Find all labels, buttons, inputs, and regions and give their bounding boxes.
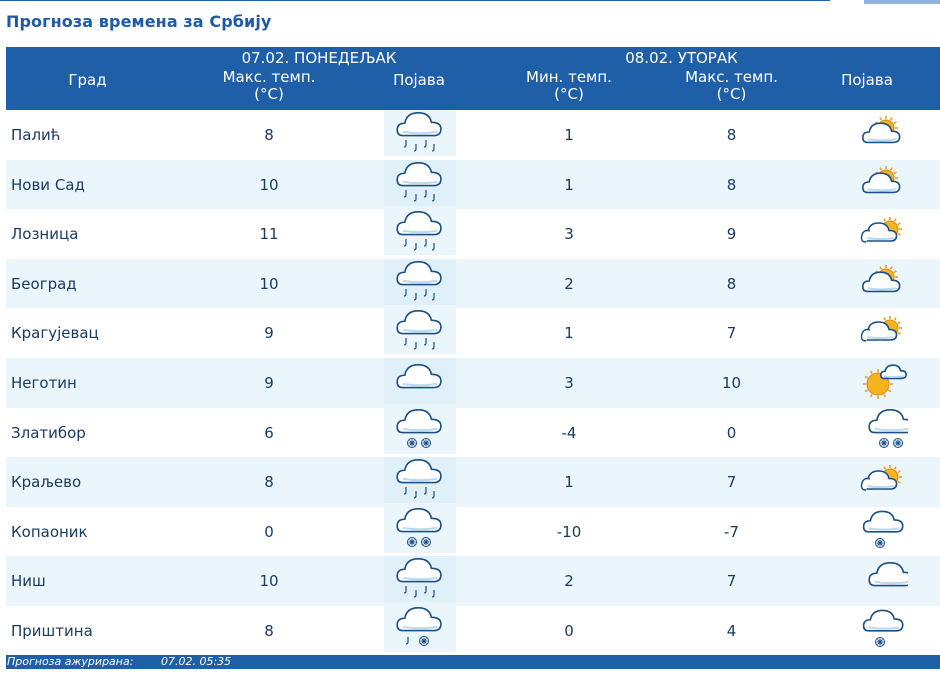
rain-cloud-icon [384,457,456,504]
max-temp-day2: 7 [726,572,737,591]
header-phenomenon-day1: Појава [393,71,445,89]
table-row: Нови Сад 10 1 8 [6,159,940,210]
mostly-sunny-icon [856,358,908,406]
max-temp-day2: 7 [726,324,737,343]
city-name: Златибор [11,423,86,442]
min-temp-day2: -10 [556,522,582,541]
rain-cloud-icon [384,258,456,305]
cloud-icon [384,357,456,404]
table-row: Лозница 11 3 9 [6,209,940,259]
max-temp-day1: 9 [264,373,274,392]
table-header: Град 07.02. ПОНЕДЕЉАК 08.02. УТОРАК Макс… [6,47,940,110]
table-row: Неготин 9 3 10 [6,357,940,408]
light-snow-cloud-icon [856,507,908,555]
min-temp-day2: 1 [564,473,574,492]
update-footer: Прогноза ажурирана: 07.02. 05:35 [6,655,940,669]
city-name: Палић [11,126,61,144]
forecast-table: Град 07.02. ПОНЕДЕЉАК 08.02. УТОРАК Макс… [6,47,940,656]
header-day1: 07.02. ПОНЕДЕЉАК [241,49,397,67]
city-name: Нови Сад [11,175,85,194]
table-row: Приштина 8 0 4 [6,605,940,656]
max-temp-day1: 0 [264,522,274,541]
max-temp-day1: 8 [264,126,274,144]
top-divider [0,0,830,1]
update-label: Прогноза ажурирана: [7,655,134,668]
max-temp-day1: 9 [264,324,274,343]
header-phenomenon-day2: Појава [841,71,893,89]
city-name: Копаоник [11,522,88,541]
page-title: Прогноза времена за Србију [6,12,272,31]
min-temp-day2: 1 [564,175,574,194]
min-temp-day2: 2 [564,274,574,293]
rain-cloud-icon [384,556,456,603]
min-temp-day2: 1 [564,324,574,343]
min-temp-day2: 2 [564,572,574,591]
max-temp-day2: 7 [726,473,737,492]
max-temp-day2: -7 [724,522,739,541]
table-row: Београд 10 2 8 [6,258,940,309]
header-day2: 08.02. УТОРАК [625,49,738,67]
partly-cloudy-icon [856,259,908,307]
update-time: 07.02. 05:35 [161,655,232,668]
max-temp-day2: 9 [726,225,737,244]
city-name: Приштина [11,621,93,640]
max-temp-day2: 4 [726,621,737,640]
max-temp-day2: 8 [726,126,737,144]
header-min-temp-day2: Мин. темп. (°C) [526,68,612,103]
rain-cloud-icon [384,209,456,256]
cloud-icon [856,556,908,604]
table-row: Крагујевац 9 1 7 [6,308,940,358]
cloudy-sun-icon [856,209,908,257]
partly-cloudy-icon [856,110,908,158]
max-temp-day1: 10 [259,572,279,591]
snow-cloud-icon [856,408,908,456]
rain-cloud-icon [384,110,456,156]
min-temp-day2: 3 [564,373,574,392]
cloudy-sun-icon [856,457,908,505]
corner-tab [864,0,940,4]
max-temp-day1: 8 [264,621,274,640]
snow-cloud-icon [384,506,456,553]
rain-cloud-icon [384,159,456,206]
header-max-temp-day1: Макс. темп. (°C) [222,68,316,103]
max-temp-day1: 6 [264,423,274,442]
snow-cloud-icon [384,407,456,454]
table-row: Краљево 8 1 7 [6,457,940,507]
table-row: Ниш 10 2 7 [6,556,940,606]
partly-cloudy-icon [856,160,908,208]
city-name: Краљево [11,473,82,492]
min-temp-day2: -4 [561,423,577,442]
table-row: Златибор 6 -4 0 [6,407,940,458]
min-temp-day2: 3 [564,225,574,244]
light-snow-cloud-icon [856,606,908,654]
sleet-cloud-icon [384,605,456,652]
city-name: Београд [11,274,77,293]
table-row: Палић 8 1 8 [6,110,940,160]
header-city: Град [68,71,107,89]
max-temp-day2: 8 [726,274,737,293]
rain-cloud-icon [384,308,456,355]
city-name: Крагујевац [11,324,99,343]
max-temp-day2: 0 [726,423,737,442]
max-temp-day1: 11 [259,225,279,244]
max-temp-day2: 10 [721,373,742,392]
city-name: Неготин [11,373,77,392]
max-temp-day1: 10 [259,175,279,194]
min-temp-day2: 0 [564,621,574,640]
max-temp-day1: 10 [259,274,279,293]
max-temp-day2: 8 [726,175,737,194]
min-temp-day2: 1 [564,126,574,144]
city-name: Лозница [11,225,79,244]
city-name: Ниш [11,572,46,591]
cloudy-sun-icon [856,308,908,356]
max-temp-day1: 8 [264,473,274,492]
table-row: Копаоник 0 -10 -7 [6,506,940,557]
header-max-temp-day2: Макс. темп. (°C) [685,68,778,103]
